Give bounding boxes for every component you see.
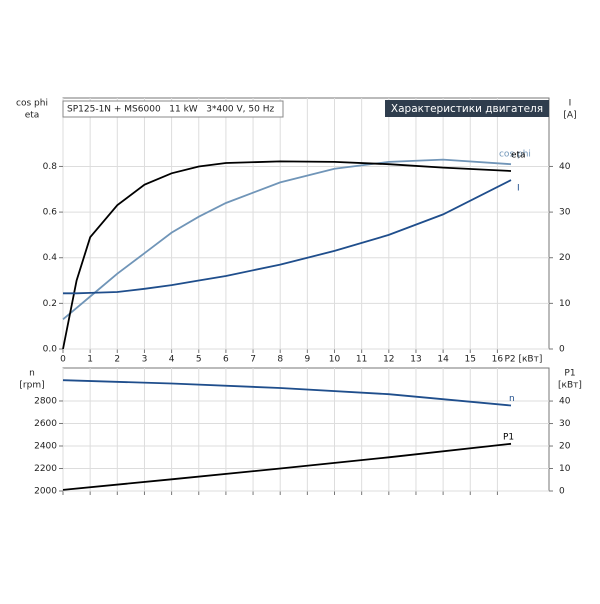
y-tick-label: 2600	[34, 419, 57, 429]
x-tick-label: 12	[383, 355, 394, 365]
y2-tick-label: 10	[559, 464, 571, 474]
y2-axis-label: P1	[564, 369, 575, 379]
chart-title: Характеристики двигателя	[391, 103, 543, 115]
x-tick-label: 5	[196, 355, 202, 365]
x-tick-label: 14	[437, 355, 449, 365]
y-tick-label: 0.2	[43, 299, 57, 309]
y2-axis-label: [кВт]	[558, 381, 582, 391]
y-axis-label: eta	[25, 111, 40, 121]
y2-tick-label: 0	[559, 487, 565, 497]
subtitle-box	[62, 100, 284, 118]
series-label: P1	[503, 432, 514, 442]
series-line	[62, 158, 512, 320]
x-tick-label: 11	[356, 355, 367, 365]
y-axis-label: cos phi	[16, 99, 48, 109]
y-axis-label: [rpm]	[19, 381, 44, 391]
y2-tick-label: 40	[559, 397, 571, 407]
y2-tick-label: 0	[559, 345, 565, 355]
x-tick-label: 7	[250, 355, 256, 365]
x-tick-label: 3	[142, 355, 148, 365]
x-tick-label: 4	[169, 355, 175, 365]
x-axis-label: P2 [кВт]	[504, 355, 542, 365]
y-tick-label: 2200	[34, 464, 57, 474]
y2-axis-label: I	[569, 99, 572, 109]
x-tick-label: 6	[223, 355, 229, 365]
x-tick-label: 16	[492, 355, 504, 365]
y2-tick-label: 30	[559, 419, 571, 429]
y2-tick-label: 20	[559, 442, 571, 452]
x-tick-label: 10	[329, 355, 341, 365]
series-line	[62, 379, 512, 407]
x-tick-label: 0	[60, 355, 66, 365]
y-tick-label: 0.4	[43, 253, 58, 263]
y-tick-label: 2400	[34, 441, 57, 451]
x-tick-label: 15	[465, 355, 476, 365]
y-tick-label: 0.0	[43, 345, 58, 355]
series-label: I	[517, 184, 520, 194]
x-tick-label: 2	[114, 355, 120, 365]
series-line	[62, 160, 512, 350]
series-line	[63, 179, 512, 295]
y2-tick-label: 30	[559, 208, 571, 218]
x-tick-label: 1	[87, 355, 93, 365]
plot-area	[62, 367, 550, 492]
series-label: n	[509, 394, 515, 404]
plot-area	[62, 97, 550, 350]
y2-tick-label: 10	[559, 299, 571, 309]
y2-tick-label: 20	[559, 253, 571, 263]
x-tick-label: 13	[410, 355, 421, 365]
x-tick-label: 8	[277, 355, 283, 365]
series-label: cos phi	[499, 150, 531, 160]
series-line	[62, 442, 512, 491]
title-box	[385, 100, 549, 117]
y-tick-label: 0.6	[43, 208, 58, 218]
y-axis-label: n	[29, 369, 35, 379]
subtitle: SP125-1N + MS6000 11 kW 3*400 V, 50 Hz	[67, 105, 274, 115]
y-tick-label: 0.8	[43, 162, 58, 172]
y2-axis-label: [A]	[563, 111, 576, 121]
series-label: eta	[511, 151, 526, 161]
y-tick-label: 2800	[34, 396, 57, 406]
y2-tick-label: 40	[559, 162, 571, 172]
y-tick-label: 2000	[34, 487, 57, 497]
x-tick-label: 9	[304, 355, 310, 365]
